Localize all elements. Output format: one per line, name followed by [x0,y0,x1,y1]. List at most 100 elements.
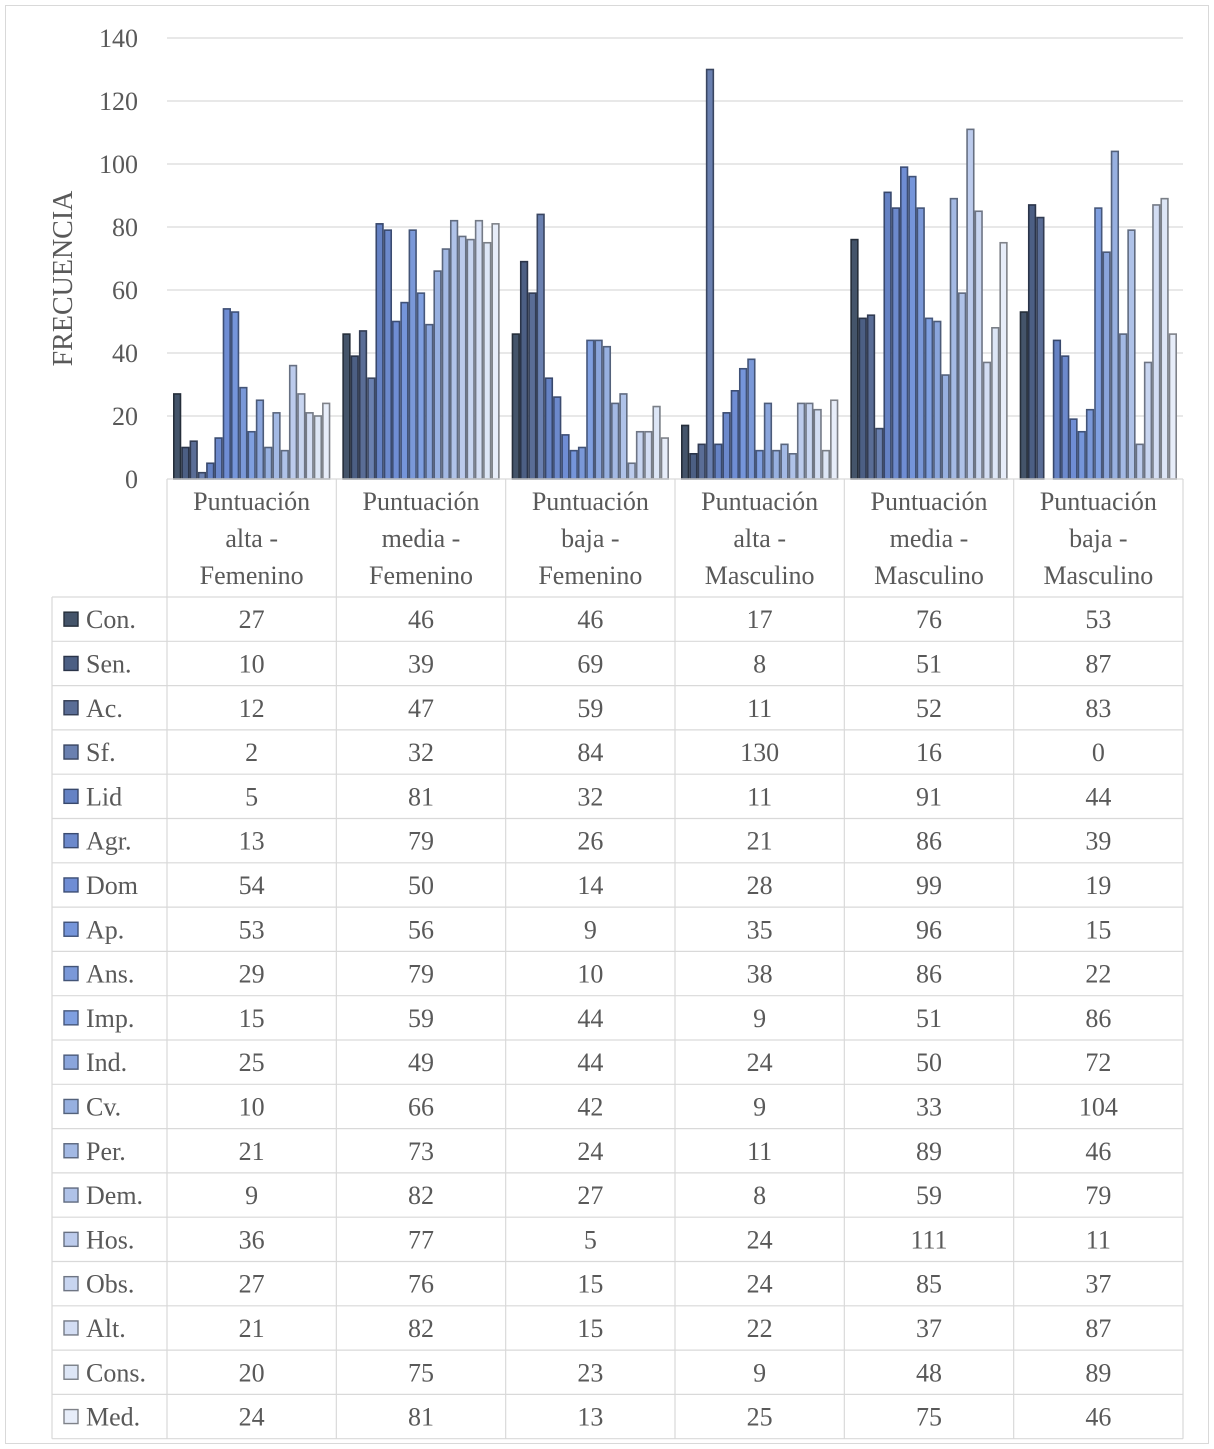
y-axis-label: FRECUENCIA [48,190,79,367]
series-name: Agr. [86,827,132,856]
bar [780,443,789,480]
category-label: Puntuación [701,487,818,516]
bar [222,308,231,480]
bar [1019,311,1028,480]
bar [1061,355,1070,480]
data-label: 89 [1085,1358,1111,1387]
data-label: 46 [1085,1403,1111,1432]
data-label: 87 [1085,1314,1111,1343]
series-name: Alt. [86,1314,126,1343]
data-label: 9 [753,1358,766,1387]
bar [400,301,409,480]
bar [197,471,207,480]
bar [1119,333,1128,480]
data-label: 104 [1079,1092,1118,1121]
bar [272,412,281,480]
bar [189,440,198,480]
data-label: 36 [239,1225,265,1254]
data-label: 59 [577,694,603,723]
bar [375,223,384,480]
data-label: 2 [245,738,258,767]
data-label: 59 [916,1181,942,1210]
data-label: 85 [916,1270,942,1299]
bar [1027,204,1037,480]
data-label: 15 [239,1004,265,1033]
bar [1094,207,1103,480]
data-label: 15 [577,1270,603,1299]
data-label: 75 [408,1358,434,1387]
bar [553,396,562,480]
data-label: 51 [916,1004,942,1033]
bar [474,219,484,480]
bar [602,345,612,480]
category-label: media - [382,524,461,553]
bar [788,452,797,480]
bar [1069,418,1078,480]
series-name: Ac. [86,694,123,723]
category-label: Masculino [705,561,815,590]
data-label: 66 [408,1092,434,1121]
data-label: 9 [753,1004,766,1033]
legend-key [63,1187,79,1203]
bar [680,424,690,480]
data-label: 20 [239,1358,265,1387]
category-label: Femenino [200,561,304,590]
bar [891,207,901,480]
bar [900,166,909,480]
bar [652,405,661,480]
bar [772,449,781,480]
bar [730,389,739,480]
data-label: 46 [408,605,434,634]
data-label: 56 [408,915,434,944]
data-label: 19 [1085,871,1111,900]
data-label: 77 [408,1225,434,1254]
data-label: 23 [577,1358,603,1387]
data-label: 86 [1085,1004,1111,1033]
bar [561,434,570,480]
data-label: 44 [1085,782,1111,811]
data-label: 13 [577,1403,603,1432]
data-label: 82 [408,1314,434,1343]
bar [239,386,248,480]
chart-frame [5,5,1209,1444]
bar [569,449,578,480]
bar [305,412,314,480]
data-label: 54 [239,871,265,900]
bar [850,238,859,480]
bar [458,235,467,480]
bar [738,367,748,480]
data-label: 10 [239,649,265,678]
data-label: 9 [753,1092,766,1121]
data-label: 86 [916,960,942,989]
bar [425,323,434,480]
bar [1143,361,1153,480]
data-label: 9 [245,1181,258,1210]
bar [689,452,698,480]
data-label: 5 [584,1225,597,1254]
bar [611,402,620,480]
data-label: 86 [916,827,942,856]
series-name: Con. [86,605,136,634]
category-label: Puntuación [871,487,988,516]
data-label: 75 [916,1403,942,1432]
bar [383,229,393,480]
bar [1085,408,1095,480]
bar [805,402,814,480]
data-label: 79 [1085,1181,1111,1210]
bar [916,207,925,480]
bar [957,292,967,480]
legend-key [63,1320,79,1336]
bar [858,317,867,480]
bar [519,260,529,480]
data-label: 21 [239,1137,265,1166]
data-label: 87 [1085,649,1111,678]
bar [297,393,306,480]
series-name: Per. [86,1137,126,1166]
data-label: 24 [577,1137,603,1166]
legend-key [63,921,79,937]
bar [433,270,442,480]
legend-key [63,700,79,716]
bar [416,292,426,480]
bar [941,374,950,480]
bar [264,446,273,480]
